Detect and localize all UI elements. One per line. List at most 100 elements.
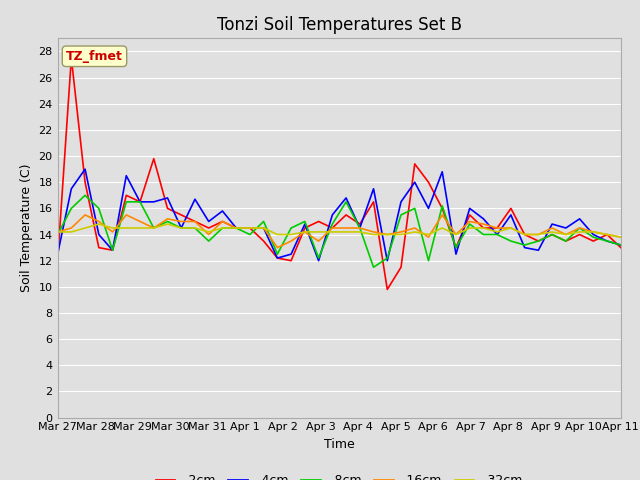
-4cm xyxy=(370,186,378,192)
-32cm xyxy=(617,234,625,240)
-2cm xyxy=(576,232,584,238)
-4cm xyxy=(479,216,487,222)
-16cm xyxy=(164,216,172,222)
-16cm xyxy=(301,229,308,235)
-2cm xyxy=(54,258,61,264)
-8cm xyxy=(246,232,253,238)
-8cm xyxy=(562,238,570,244)
-4cm xyxy=(273,255,281,261)
-16cm xyxy=(452,232,460,238)
-2cm xyxy=(109,247,116,253)
-16cm xyxy=(260,225,268,231)
-8cm xyxy=(521,242,529,248)
Legend: -2cm, -4cm, -8cm, -16cm, -32cm: -2cm, -4cm, -8cm, -16cm, -32cm xyxy=(150,469,528,480)
-8cm xyxy=(604,238,611,244)
-16cm xyxy=(287,238,295,244)
-8cm xyxy=(617,242,625,248)
-2cm xyxy=(397,264,405,270)
-2cm xyxy=(604,232,611,238)
-2cm xyxy=(95,245,102,251)
-2cm xyxy=(425,180,433,185)
-4cm xyxy=(122,173,130,179)
-4cm xyxy=(466,205,474,211)
-2cm xyxy=(589,238,597,244)
-16cm xyxy=(81,212,89,218)
-4cm xyxy=(576,216,584,222)
-8cm xyxy=(479,232,487,238)
-16cm xyxy=(328,225,336,231)
-2cm xyxy=(411,161,419,167)
-8cm xyxy=(109,247,116,253)
-16cm xyxy=(205,232,212,238)
-32cm xyxy=(315,229,323,235)
-16cm xyxy=(604,232,611,238)
-2cm xyxy=(246,225,253,231)
-8cm xyxy=(534,238,542,244)
-2cm xyxy=(328,225,336,231)
-4cm xyxy=(493,232,501,238)
Line: -2cm: -2cm xyxy=(58,58,621,289)
-8cm xyxy=(356,225,364,231)
-8cm xyxy=(370,264,378,270)
-4cm xyxy=(164,195,172,201)
Line: -8cm: -8cm xyxy=(58,195,621,267)
-2cm xyxy=(562,238,570,244)
-4cm xyxy=(301,221,308,227)
-4cm xyxy=(54,251,61,257)
-2cm xyxy=(466,212,474,218)
-8cm xyxy=(548,232,556,238)
-8cm xyxy=(328,221,336,227)
-32cm xyxy=(589,229,597,235)
-32cm xyxy=(342,229,350,235)
-32cm xyxy=(205,229,212,235)
-4cm xyxy=(109,247,116,253)
-8cm xyxy=(397,212,405,218)
-32cm xyxy=(301,229,308,235)
-4cm xyxy=(328,212,336,218)
-16cm xyxy=(397,229,405,235)
-32cm xyxy=(191,225,199,231)
-4cm xyxy=(617,242,625,248)
-2cm xyxy=(191,218,199,224)
-2cm xyxy=(81,180,89,185)
-2cm xyxy=(219,218,227,224)
-2cm xyxy=(534,238,542,244)
-8cm xyxy=(81,192,89,198)
-2cm xyxy=(617,245,625,251)
-32cm xyxy=(219,225,227,231)
-8cm xyxy=(273,251,281,257)
-4cm xyxy=(411,180,419,185)
-32cm xyxy=(95,221,102,227)
-16cm xyxy=(534,232,542,238)
-2cm xyxy=(370,199,378,205)
-2cm xyxy=(479,225,487,231)
-16cm xyxy=(67,225,75,231)
-16cm xyxy=(136,218,144,224)
Line: -4cm: -4cm xyxy=(58,169,621,261)
-2cm xyxy=(177,212,185,218)
-16cm xyxy=(562,232,570,238)
-32cm xyxy=(411,229,419,235)
-8cm xyxy=(260,218,268,224)
-16cm xyxy=(109,229,116,235)
-8cm xyxy=(315,255,323,261)
-16cm xyxy=(191,218,199,224)
-32cm xyxy=(548,229,556,235)
-8cm xyxy=(493,232,501,238)
-8cm xyxy=(177,225,185,231)
-4cm xyxy=(452,251,460,257)
-32cm xyxy=(452,232,460,238)
-4cm xyxy=(260,225,268,231)
-4cm xyxy=(136,199,144,205)
-4cm xyxy=(232,225,240,231)
-32cm xyxy=(287,232,295,238)
-2cm xyxy=(273,255,281,261)
-32cm xyxy=(507,225,515,231)
-2cm xyxy=(164,205,172,211)
-8cm xyxy=(232,225,240,231)
-16cm xyxy=(342,225,350,231)
-32cm xyxy=(479,225,487,231)
-8cm xyxy=(438,203,446,209)
-2cm xyxy=(232,225,240,231)
-8cm xyxy=(342,199,350,205)
